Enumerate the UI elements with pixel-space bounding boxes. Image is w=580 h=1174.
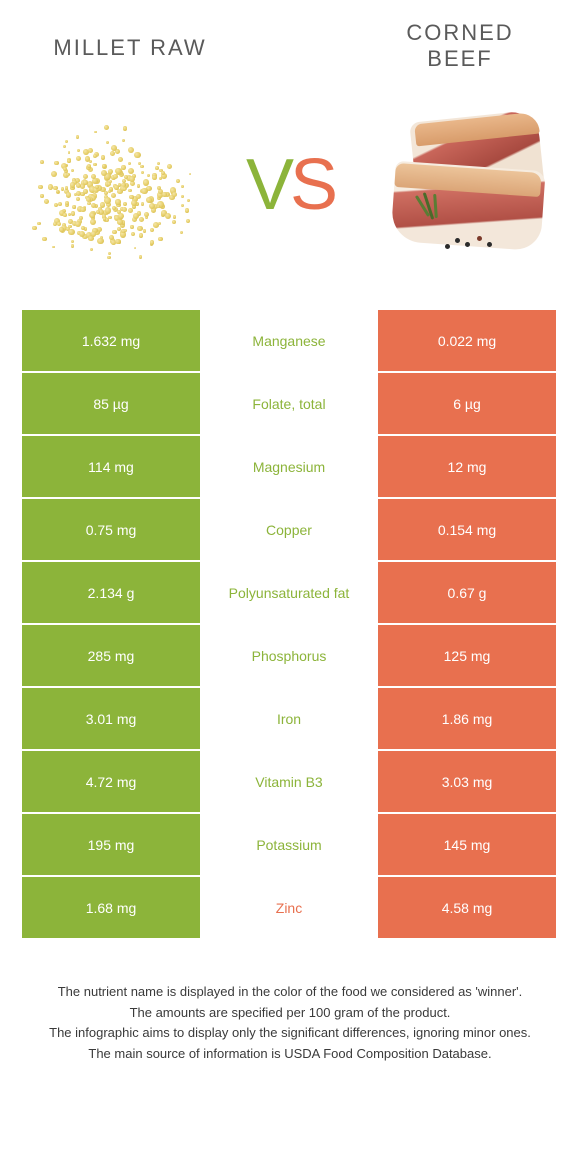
table-row: 195 mgPotassium145 mg — [22, 814, 558, 875]
left-value-cell: 0.75 mg — [22, 499, 200, 560]
right-value-cell: 0.67 g — [378, 562, 556, 623]
table-row: 1.632 mgManganese0.022 mg — [22, 310, 558, 371]
millet-title: Millet raw — [30, 35, 230, 61]
right-value-cell: 145 mg — [378, 814, 556, 875]
right-value-cell: 6 µg — [378, 373, 556, 434]
nutrient-name-cell: Folate, total — [200, 373, 378, 434]
table-row: 1.68 mgZinc4.58 mg — [22, 877, 558, 938]
table-row: 2.134 gPolyunsaturated fat0.67 g — [22, 562, 558, 623]
left-value-cell: 3.01 mg — [22, 688, 200, 749]
footnote-line: The nutrient name is displayed in the co… — [30, 982, 550, 1002]
table-row: 3.01 mgIron1.86 mg — [22, 688, 558, 749]
header-left-title: Millet raw — [30, 20, 230, 70]
left-value-cell: 114 mg — [22, 436, 200, 497]
right-value-cell: 4.58 mg — [378, 877, 556, 938]
right-value-cell: 12 mg — [378, 436, 556, 497]
header: Millet raw Corned beef — [0, 0, 580, 70]
vs-v-letter: V — [246, 145, 290, 225]
nutrient-name-cell: Iron — [200, 688, 378, 749]
footnote-line: The infographic aims to display only the… — [30, 1023, 550, 1043]
footnotes: The nutrient name is displayed in the co… — [0, 982, 580, 1063]
table-row: 4.72 mgVitamin B33.03 mg — [22, 751, 558, 812]
right-value-cell: 3.03 mg — [378, 751, 556, 812]
nutrient-name-cell: Vitamin B3 — [200, 751, 378, 812]
nutrient-comparison-table: 1.632 mgManganese0.022 mg85 µgFolate, to… — [22, 310, 558, 938]
nutrient-name-cell: Magnesium — [200, 436, 378, 497]
table-row: 0.75 mgCopper0.154 mg — [22, 499, 558, 560]
right-value-cell: 1.86 mg — [378, 688, 556, 749]
table-row: 285 mgPhosphorus125 mg — [22, 625, 558, 686]
beef-image — [380, 95, 560, 275]
right-value-cell: 0.154 mg — [378, 499, 556, 560]
corned-beef-title: Corned beef — [370, 20, 550, 73]
left-value-cell: 195 mg — [22, 814, 200, 875]
table-row: 85 µgFolate, total6 µg — [22, 373, 558, 434]
millet-image — [20, 95, 200, 275]
left-value-cell: 1.632 mg — [22, 310, 200, 371]
right-value-cell: 125 mg — [378, 625, 556, 686]
nutrient-name-cell: Copper — [200, 499, 378, 560]
left-value-cell: 2.134 g — [22, 562, 200, 623]
nutrient-name-cell: Potassium — [200, 814, 378, 875]
left-value-cell: 4.72 mg — [22, 751, 200, 812]
nutrient-name-cell: Polyunsaturated fat — [200, 562, 378, 623]
hero-row: VS — [0, 70, 580, 300]
table-row: 114 mgMagnesium12 mg — [22, 436, 558, 497]
vs-label: VS — [246, 144, 334, 226]
header-right-title: Corned beef — [370, 20, 550, 70]
nutrient-name-cell: Zinc — [200, 877, 378, 938]
left-value-cell: 1.68 mg — [22, 877, 200, 938]
nutrient-name-cell: Phosphorus — [200, 625, 378, 686]
left-value-cell: 85 µg — [22, 373, 200, 434]
nutrient-name-cell: Manganese — [200, 310, 378, 371]
right-value-cell: 0.022 mg — [378, 310, 556, 371]
footnote-line: The amounts are specified per 100 gram o… — [30, 1003, 550, 1023]
footnote-line: The main source of information is USDA F… — [30, 1044, 550, 1064]
vs-s-letter: S — [290, 145, 334, 225]
left-value-cell: 285 mg — [22, 625, 200, 686]
